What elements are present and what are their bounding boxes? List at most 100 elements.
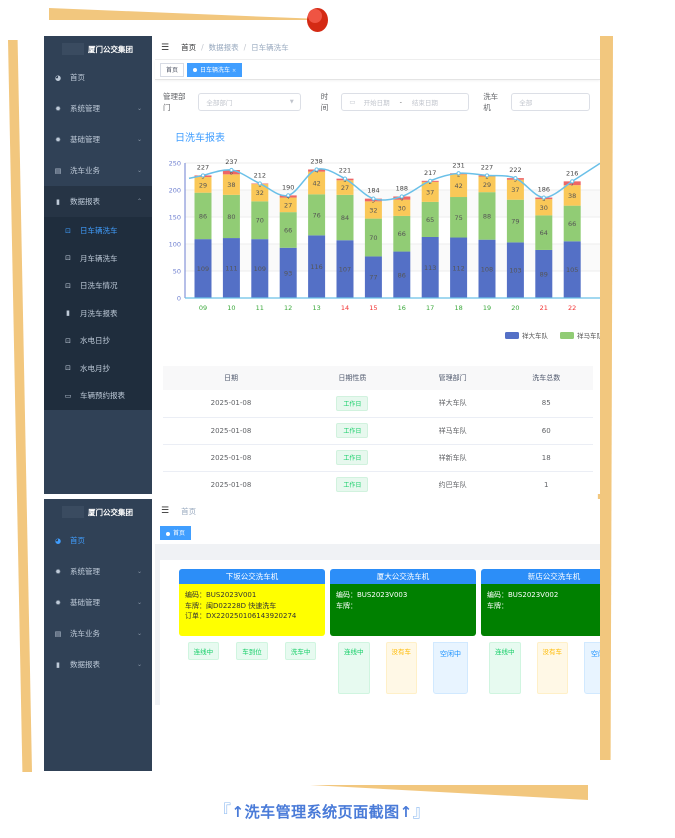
machine-info: 编码：BUS2023V001 车牌：闽D02228D 快速洗车 订单：DX22025…	[179, 584, 325, 636]
breadcrumb-current: 日车辆洗车	[251, 43, 289, 52]
status-tag: 没有车	[536, 642, 568, 694]
total-label: 217	[424, 169, 436, 177]
y-tick-label: 200	[169, 187, 181, 195]
sidebar-item[interactable]: ✹ 基础管理 ⌄	[55, 598, 142, 607]
legend-label: 祥大车队	[522, 331, 549, 340]
bar-segment	[478, 192, 496, 240]
data-label: 89	[540, 270, 548, 278]
sidebar-item[interactable]: ▤ 洗车业务 ⌄	[54, 166, 142, 175]
submenu-item[interactable]: ⊡ 日车辆洗车	[65, 226, 118, 236]
submenu-item[interactable]: ⊡ 水电日抄	[65, 336, 110, 346]
hamburger-icon[interactable]: ☰	[161, 42, 170, 53]
cell: 2025-01-08	[210, 426, 252, 435]
data-label: 80	[227, 213, 235, 221]
data-label: 3	[343, 178, 346, 184]
list-icon: ▤	[54, 166, 62, 175]
bar-segment	[506, 179, 524, 200]
submenu-item[interactable]: ⊡ 日洗车情况	[65, 281, 118, 291]
cell: 2025-01-08	[210, 480, 252, 489]
gear-icon: ✹	[55, 135, 61, 144]
column-header: 日期	[163, 366, 299, 390]
report-title: 日洗车报表	[175, 133, 225, 144]
status-tag: 空闲中	[584, 642, 600, 694]
sidebar-item[interactable]: ✹ 基础管理 ⌄	[55, 135, 142, 144]
tags-view: 首页	[155, 523, 600, 543]
y-tick-label: 250	[169, 160, 181, 168]
hamburger-icon[interactable]: ☰	[161, 506, 170, 516]
data-label: 88	[483, 212, 491, 220]
total-label: 227	[197, 163, 209, 171]
chevron-icon: ⌃	[136, 198, 142, 205]
breadcrumb-reports[interactable]: 数据报表	[208, 43, 239, 52]
bar-segment	[535, 249, 553, 298]
chevron-down-icon: ▼	[289, 99, 294, 105]
chevron-icon: ⌄	[136, 136, 142, 143]
main-content: ☰ 首页 首页 下坂公交洗车机 编码：BUS2023V001 车牌：闽D02228…	[155, 499, 600, 771]
bar-segment	[279, 212, 297, 248]
sidebar-item[interactable]: ✹ 系统管理 ⌄	[55, 567, 142, 576]
bar-segment	[194, 192, 212, 240]
sidebar-item[interactable]: ◕ 首页	[54, 73, 85, 82]
sidebar-item[interactable]: ◕ 首页	[54, 536, 85, 545]
sidebar-item[interactable]: ▤ 洗车业务 ⌄	[54, 629, 142, 638]
status-tag: 连线中	[187, 642, 220, 660]
tab-home[interactable]: 首页	[160, 526, 192, 540]
date-range-picker[interactable]: ▭ 开始日期 - 结束日期	[341, 93, 470, 111]
machine-select[interactable]: 全部	[511, 93, 590, 111]
data-label: 5	[372, 198, 375, 204]
dept-select[interactable]: 全部部门 ▼	[198, 93, 301, 111]
machine-card[interactable]: 下坂公交洗车机 编码：BUS2023V001 车牌：闽D02228D 快速洗车 订单…	[179, 569, 325, 660]
sidebar-item[interactable]: ✹ 系统管理 ⌄	[55, 104, 142, 113]
total-label: 212	[254, 172, 266, 180]
submenu-item[interactable]: ▮ 月洗车报表	[44, 300, 152, 328]
list-icon: ▤	[54, 629, 62, 638]
close-icon[interactable]: ×	[231, 67, 237, 74]
breadcrumb-home[interactable]: 首页	[181, 43, 197, 52]
data-label: 64	[540, 229, 548, 237]
data-label: 42	[454, 182, 462, 190]
cell: 18	[541, 453, 551, 462]
bar-segment	[364, 256, 382, 298]
machine-card[interactable]: 厦大公交洗车机 编码：BUS2023V003 车牌： 连线中 没有车 空闲中	[330, 569, 476, 694]
data-label: 8	[230, 171, 233, 177]
data-label: 30	[540, 204, 548, 212]
data-label: 4	[315, 169, 318, 175]
data-label: 66	[568, 220, 576, 228]
submenu-item[interactable]: ⊡ 月车辆洗车	[65, 253, 118, 263]
brand: 厦门公交集团	[44, 499, 152, 525]
sidebar-item[interactable]: ▮ 数据报表 ⌄	[44, 649, 152, 680]
submenu-item[interactable]: ⊡ 水电月抄	[65, 363, 110, 373]
x-tick-label: 10	[227, 304, 235, 312]
chevron-icon: ⌄	[136, 105, 142, 112]
machine-name: 下坂公交洗车机	[179, 569, 325, 584]
data-label: 27	[284, 201, 292, 209]
status-tag: 洗车中	[284, 642, 317, 660]
bar-segment	[279, 197, 297, 213]
bar-segment	[478, 176, 496, 193]
bar-segment	[308, 235, 326, 298]
sidebar-item[interactable]: ▮ 数据报表 ⌃	[44, 186, 152, 217]
dashboard-area: 下坂公交洗车机 编码：BUS2023V001 车牌：闽D02228D 快速洗车 订单…	[155, 544, 600, 705]
submenu-item[interactable]: ▭ 车辆预约报表	[64, 391, 125, 401]
total-point	[200, 173, 206, 178]
data-label: 66	[398, 230, 406, 238]
tab-home[interactable]: 首页	[160, 62, 185, 77]
total-point	[229, 167, 234, 173]
tags-view: 首页 日车辆洗车 ×	[155, 60, 600, 80]
logo-icon	[62, 506, 84, 518]
data-label: 103	[509, 267, 521, 275]
tab-daily-wash[interactable]: 日车辆洗车 ×	[187, 62, 243, 77]
x-tick-label: 21	[540, 304, 548, 312]
cell: 85	[541, 399, 551, 408]
monitor-icon: ⊡	[65, 364, 71, 373]
total-label: 188	[396, 184, 408, 192]
cell: 2025-01-08	[210, 399, 252, 408]
chevron-icon: ⌄	[136, 630, 142, 637]
bar-segment	[336, 194, 354, 241]
x-tick-label: 14	[341, 304, 349, 312]
data-label: 3	[542, 197, 545, 203]
x-tick-label: 18	[454, 304, 462, 312]
machine-panel: 下坂公交洗车机 编码：BUS2023V001 车牌：闽D02228D 快速洗车 订单…	[160, 560, 600, 705]
bar-segment	[364, 218, 382, 257]
